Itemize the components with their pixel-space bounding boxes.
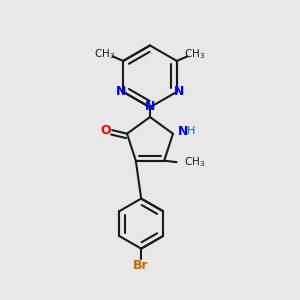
Text: N: N xyxy=(116,85,126,98)
Text: CH$_3$: CH$_3$ xyxy=(184,155,205,169)
Text: CH$_3$: CH$_3$ xyxy=(94,48,116,62)
Text: Br: Br xyxy=(134,259,149,272)
Text: CH$_3$: CH$_3$ xyxy=(184,48,206,62)
Text: H: H xyxy=(187,126,196,136)
Text: N: N xyxy=(145,100,155,113)
Text: O: O xyxy=(100,124,111,137)
Text: N: N xyxy=(177,125,188,138)
Text: N: N xyxy=(174,85,184,98)
